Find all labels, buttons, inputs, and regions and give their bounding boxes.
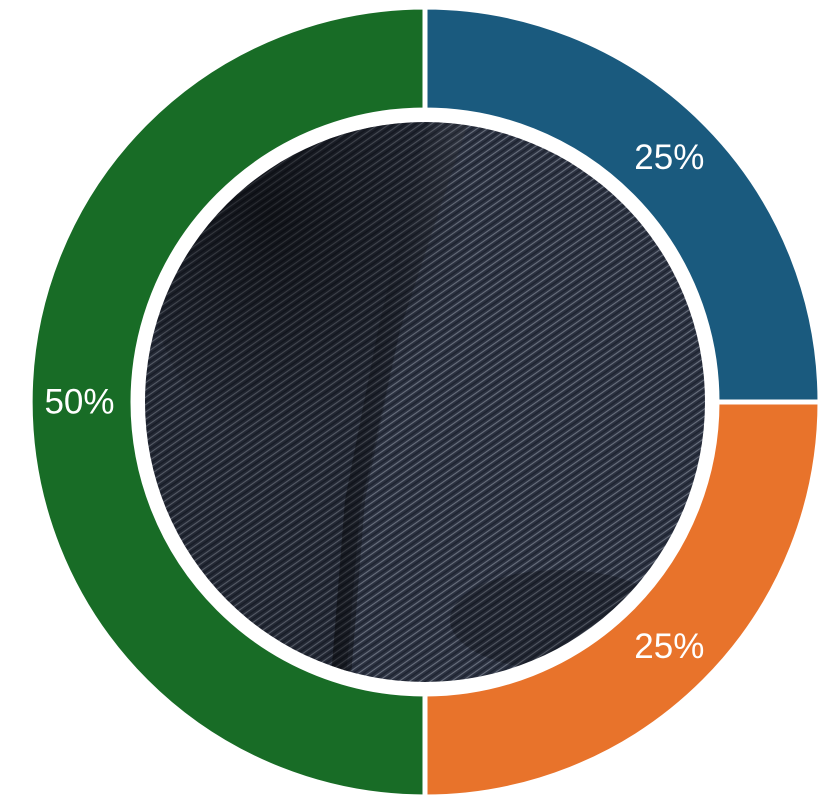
slice-2-label: 25%	[634, 627, 704, 666]
slice-3-label: 50%	[44, 383, 114, 422]
slice-1-label: 25%	[634, 138, 704, 177]
slice-labels: 25% 25% 50%	[44, 138, 704, 666]
